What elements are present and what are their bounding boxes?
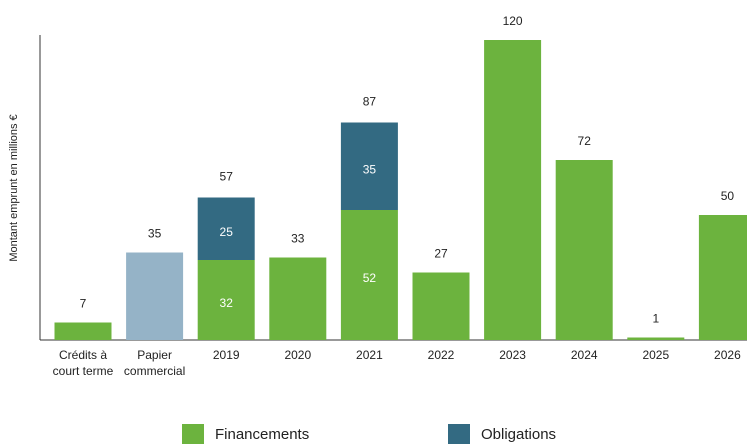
x-tick-label: court terme (53, 364, 114, 378)
value-label: 50 (721, 189, 735, 203)
value-label: 1 (652, 312, 659, 326)
bar (54, 322, 112, 340)
value-label: 35 (148, 227, 162, 241)
bar (197, 260, 255, 340)
value-label: 27 (434, 247, 448, 261)
x-tick-label: commercial (124, 364, 185, 378)
value-label: 120 (503, 14, 523, 28)
bar (340, 210, 398, 340)
value-label: 7 (80, 297, 87, 311)
x-tick-label: Papier (137, 348, 172, 362)
x-tick-label: Crédits à (59, 348, 107, 362)
bar (126, 252, 184, 340)
legend-label: Financements (215, 426, 309, 443)
x-tick-label: 2019 (213, 348, 240, 362)
x-tick-label: 2024 (571, 348, 598, 362)
value-label: 33 (291, 232, 305, 246)
total-label: 57 (220, 170, 234, 184)
bar (412, 272, 470, 340)
x-tick-label: 2022 (428, 348, 455, 362)
bar (698, 215, 747, 340)
legend-swatch (182, 424, 204, 444)
legend-swatch (448, 424, 470, 444)
total-label: 87 (363, 95, 377, 109)
x-tick-label: 2021 (356, 348, 383, 362)
value-label: 52 (363, 271, 377, 285)
x-tick-label: 2025 (642, 348, 669, 362)
value-label: 25 (220, 225, 234, 239)
value-label: 35 (363, 162, 377, 176)
bar (340, 122, 398, 210)
x-tick-label: 2020 (284, 348, 311, 362)
value-label: 32 (220, 296, 234, 310)
bar (627, 337, 685, 340)
x-tick-label: 2023 (499, 348, 526, 362)
bar (269, 257, 327, 340)
bar (555, 160, 613, 340)
y-axis-label: Montant emprunt en millions € (8, 114, 20, 261)
value-label: 72 (578, 134, 592, 148)
bar (484, 40, 542, 340)
legend-label: Obligations (481, 426, 556, 443)
bar (197, 197, 255, 260)
x-tick-label: 2026 (714, 348, 741, 362)
